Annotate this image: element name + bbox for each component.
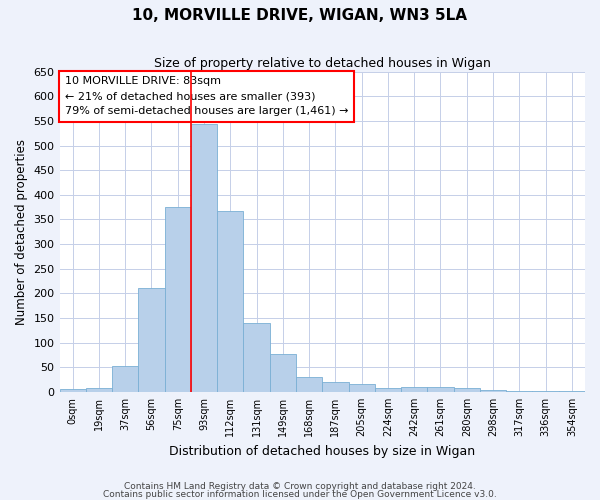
X-axis label: Distribution of detached houses by size in Wigan: Distribution of detached houses by size … <box>169 444 475 458</box>
Text: Contains HM Land Registry data © Crown copyright and database right 2024.: Contains HM Land Registry data © Crown c… <box>124 482 476 491</box>
Text: 10, MORVILLE DRIVE, WIGAN, WN3 5LA: 10, MORVILLE DRIVE, WIGAN, WN3 5LA <box>133 8 467 22</box>
Bar <box>375 388 401 392</box>
Bar <box>480 390 506 392</box>
Title: Size of property relative to detached houses in Wigan: Size of property relative to detached ho… <box>154 58 491 70</box>
Bar <box>139 288 164 392</box>
Bar <box>112 366 139 392</box>
Y-axis label: Number of detached properties: Number of detached properties <box>15 139 28 325</box>
Bar <box>164 207 191 392</box>
Bar <box>296 377 322 392</box>
Bar <box>217 211 244 392</box>
Bar <box>349 384 375 392</box>
Bar <box>191 124 217 392</box>
Bar <box>244 323 270 392</box>
Bar <box>322 382 349 392</box>
Bar <box>506 391 532 392</box>
Bar <box>86 388 112 392</box>
Bar <box>454 388 480 392</box>
Bar <box>59 390 86 392</box>
Text: Contains public sector information licensed under the Open Government Licence v3: Contains public sector information licen… <box>103 490 497 499</box>
Bar <box>427 388 454 392</box>
Text: 10 MORVILLE DRIVE: 83sqm
← 21% of detached houses are smaller (393)
79% of semi-: 10 MORVILLE DRIVE: 83sqm ← 21% of detach… <box>65 76 348 116</box>
Bar <box>401 388 427 392</box>
Bar <box>270 354 296 392</box>
